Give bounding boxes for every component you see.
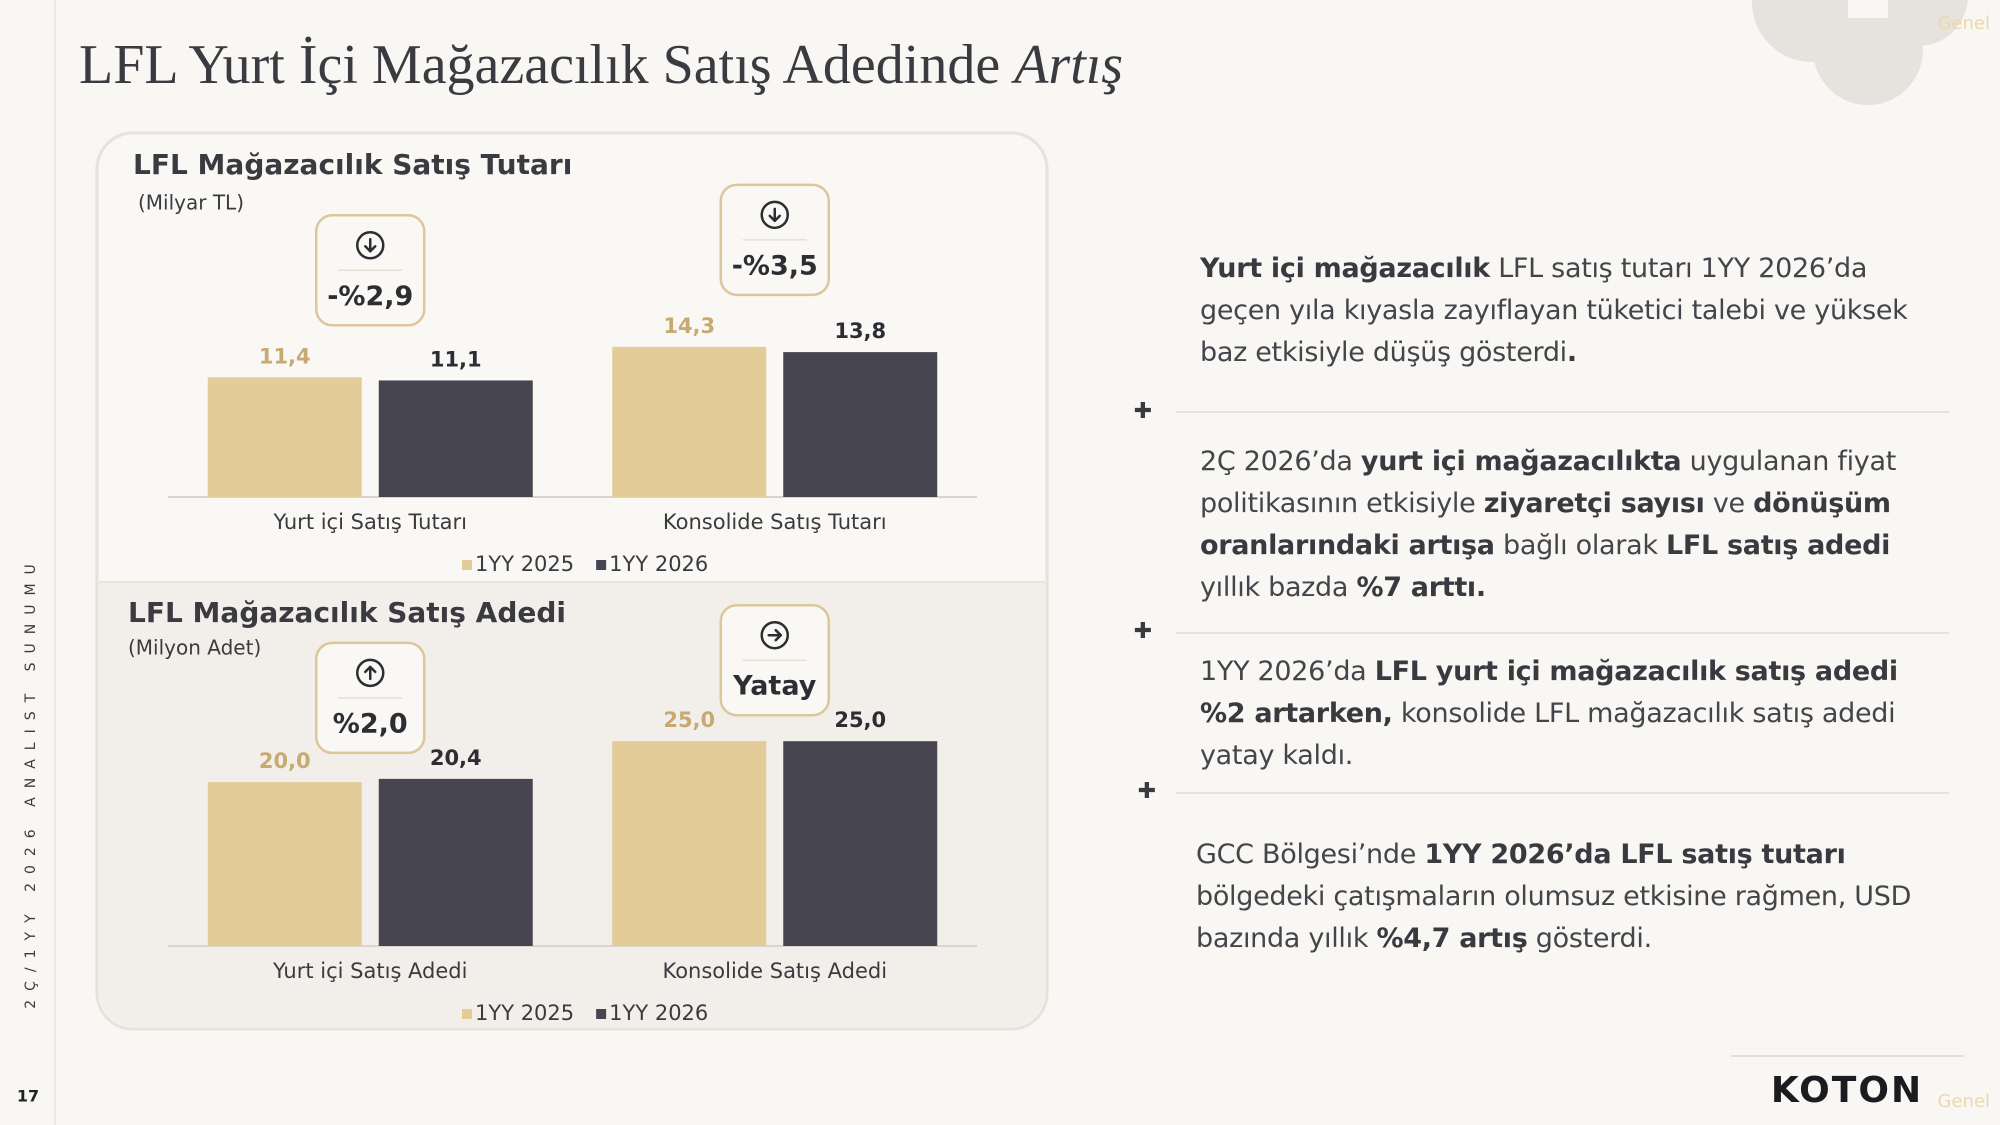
bar [783,741,938,946]
arrow-shape [364,665,377,681]
legend-swatch [462,1009,472,1019]
arrow-shape [767,628,782,642]
text-run: LFL satış adedi [1665,530,1891,561]
separator-mark: ✚ [1134,399,1152,424]
logo: KOTON [1771,1070,1923,1111]
legend-label: 1YY 2026 [609,552,708,576]
legend-label: 1YY 2025 [475,552,574,576]
value-label: 11,1 [430,347,482,371]
text-run: LFL yurt içi mağazacılık satış adedi %2 … [1200,656,1898,729]
value-label: 20,4 [430,746,482,770]
page-number: 17 [17,1087,39,1106]
value-label: 14,3 [663,314,715,338]
text-run: %4,7 artış [1376,923,1528,954]
bar [207,782,362,946]
legend-swatch [596,1009,607,1019]
paragraph: GCC Bölgesi’nde 1YY 2026’da LFL satış tu… [1196,834,1916,960]
decor-circle [1868,0,1968,46]
bar [378,778,533,946]
text-run: gösterdi. [1527,923,1652,954]
text-run: konsolide LFL mağazacılık satış adedi ya… [1200,698,1896,771]
title-text: LFL Yurt İçi Mağazacılık Satış Adedinde [79,34,1000,96]
bar [207,377,362,497]
arrow-shape [364,238,377,253]
text-run: yıllık bazda [1200,572,1357,603]
text-run: dönüşüm oranlarındaki artışa [1200,488,1891,561]
separator-mark: ✚ [1134,619,1152,644]
text-run: 1YY 2026’da LFL satış tutarı [1424,839,1846,870]
legend-swatch [462,560,472,570]
text-run: Yurt içi mağazacılık [1200,253,1490,284]
separator-mark: ✚ [1138,779,1156,804]
badge-label: Yatay [732,671,817,702]
text-run: ziyaretçi sayısı [1483,488,1705,519]
badge-label: -%3,5 [732,250,818,281]
badge-arrow [768,207,781,223]
text-run: LFL satış tutarı 1YY 2026’da geçen yıla … [1200,253,1908,368]
badge-label: -%2,9 [327,281,413,312]
text-run: . [1566,337,1577,368]
paragraph: Yurt içi mağazacılık LFL satış tutarı 1Y… [1200,248,1920,374]
arrow-shape [768,207,781,223]
chart-title: LFL Mağazacılık Satış Tutarı [133,148,572,181]
text-run: GCC Bölgesi’nde [1196,839,1425,870]
badge-icon [356,658,385,688]
x-tick-label: Konsolide Satış Tutarı [663,510,887,534]
text-run: yurt içi mağazacılıkta [1360,446,1682,477]
paragraph: 1YY 2026’da LFL yurt içi mağazacılık sat… [1200,651,1920,777]
legend-label: 1YY 2025 [475,1001,574,1025]
text-run: ve [1704,488,1754,519]
x-tick-label: Konsolide Satış Adedi [662,959,887,983]
badge-arrow [364,238,377,253]
x-tick-label: Yurt içi Satış Tutarı [272,510,467,534]
value-label: 13,8 [834,319,886,343]
text-run: uygulanan fiyat politikasının etkisiyle [1200,446,1896,519]
x-tick-label: Yurt içi Satış Adedi [272,959,467,983]
page-title: LFL Yurt İçi Mağazacılık Satış Adedinde … [79,34,1123,96]
chart-subtitle: (Milyar TL) [138,191,244,215]
title-emphasis: Artış [1010,34,1123,96]
side-label: 2Ç/1YY 2026 ANALIST SUNUMU [23,555,39,1009]
legend-swatch [596,560,607,570]
badge-icon [760,200,789,230]
chart-subtitle: (Milyon Adet) [128,636,261,660]
text-run: 2Ç 2026’da [1200,446,1361,477]
badge-icon [760,620,789,650]
legend-label: 1YY 2026 [609,1001,708,1025]
chart-title: LFL Mağazacılık Satış Adedi [128,596,566,629]
badge-icon [356,231,385,260]
bar [612,741,767,946]
bar [378,380,533,497]
badge-arrow [767,628,782,642]
bar [783,352,938,497]
badge-arrow [364,665,377,681]
text-run: 1YY 2026’da [1200,656,1375,687]
text-run: bağlı olarak [1494,530,1666,561]
classification: Genel [1937,1091,1990,1112]
bar [612,346,767,497]
text-run: %7 arttı. [1356,572,1486,603]
paragraph: 2Ç 2026’da yurt içi mağazacılıkta uygula… [1200,441,1920,609]
classification: Genel [1937,13,1990,34]
badge-label: %2,0 [333,708,408,739]
decor-notch [1848,0,1888,18]
value-label: 11,4 [259,344,311,368]
value-label: 20,0 [259,749,311,773]
value-label: 25,0 [663,708,715,732]
text-run: bölgedeki çatışmaların olumsuz etkisine … [1196,881,1912,954]
value-label: 25,0 [834,708,886,732]
